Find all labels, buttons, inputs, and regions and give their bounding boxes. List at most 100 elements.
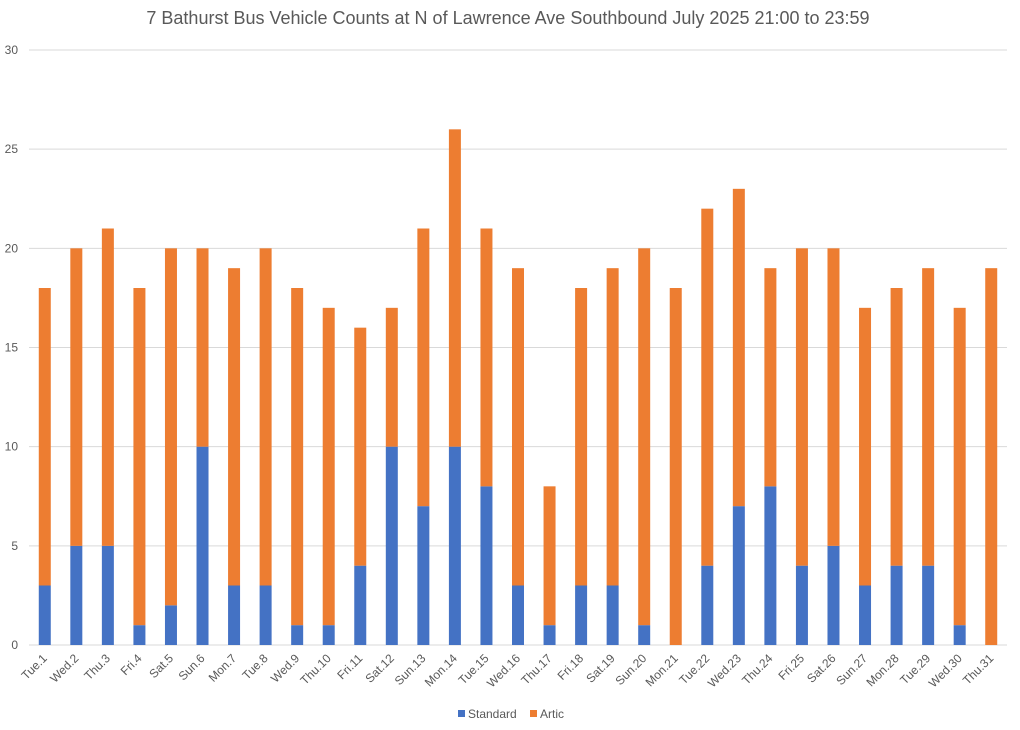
bar-standard-Mon.7 — [228, 585, 241, 645]
x-tick-label: Mon.14 — [422, 651, 460, 689]
bar-artic-Wed.23 — [732, 188, 745, 507]
x-tick-label: Tue.1 — [19, 651, 51, 683]
bar-standard-Fri.11 — [354, 565, 367, 645]
bar-artic-Fri.18 — [575, 288, 588, 586]
x-tick-label: Fri.25 — [775, 651, 807, 683]
x-tick-label: Thu.3 — [81, 651, 113, 683]
bar-artic-Thu.17 — [543, 486, 556, 626]
x-tick-label: Thu.24 — [739, 651, 776, 688]
x-tick-label: Sun.13 — [392, 651, 429, 688]
bar-artic-Thu.10 — [322, 307, 335, 626]
bar-standard-Thu.10 — [322, 625, 335, 645]
x-tick-label: Fri.4 — [118, 651, 145, 678]
bar-standard-Sat.5 — [164, 605, 177, 645]
bar-standard-Sun.20 — [638, 625, 651, 645]
bar-artic-Tue.29 — [922, 268, 935, 566]
legend-swatch-standard — [458, 710, 465, 717]
x-tick-label: Sat.5 — [146, 651, 176, 681]
x-tick-label: Sat.12 — [362, 651, 397, 686]
bar-artic-Sun.20 — [638, 248, 651, 626]
bar-artic-Mon.28 — [890, 288, 903, 566]
x-tick-label: Wed.23 — [705, 651, 744, 690]
x-tick-label: Mon.21 — [643, 651, 681, 689]
bar-artic-Tue.22 — [701, 208, 714, 566]
x-tick-label: Sun.20 — [613, 651, 650, 688]
bar-standard-Sun.6 — [196, 446, 209, 645]
x-tick-label: Mon.28 — [863, 651, 901, 689]
bar-standard-Thu.3 — [101, 545, 114, 645]
chart-title: 7 Bathurst Bus Vehicle Counts at N of La… — [146, 8, 869, 28]
legend: Standard Artic — [458, 707, 564, 721]
bar-standard-Wed.30 — [953, 625, 966, 645]
bar-standard-Wed.23 — [732, 506, 745, 645]
y-tick-label: 25 — [5, 142, 19, 156]
bar-artic-Fri.4 — [133, 288, 146, 626]
y-tick-label: 10 — [5, 440, 19, 454]
bars — [38, 129, 998, 645]
bar-standard-Sun.13 — [417, 506, 430, 645]
bar-standard-Sun.27 — [859, 585, 872, 645]
bar-standard-Wed.9 — [291, 625, 304, 645]
x-tick-label: Mon.7 — [206, 651, 240, 685]
legend-swatch-artic — [530, 710, 537, 717]
bar-standard-Tue.29 — [922, 565, 935, 645]
bar-artic-Sun.13 — [417, 228, 430, 507]
bar-artic-Sun.6 — [196, 248, 209, 447]
x-tick-label: Sun.27 — [833, 651, 870, 688]
x-tick-label: Sun.6 — [176, 651, 208, 683]
x-tick-label: Fri.18 — [555, 651, 587, 683]
x-tick-label: Sat.26 — [804, 651, 839, 686]
bar-artic-Tue.1 — [38, 288, 51, 586]
bar-artic-Sat.5 — [164, 248, 177, 606]
bar-standard-Thu.24 — [764, 486, 777, 645]
y-tick-label: 5 — [11, 539, 18, 553]
x-tick-label: Wed.30 — [926, 651, 965, 690]
y-tick-label: 15 — [5, 341, 19, 355]
bar-standard-Mon.14 — [448, 446, 461, 645]
bar-artic-Fri.25 — [795, 248, 808, 566]
bar-standard-Tue.15 — [480, 486, 493, 645]
x-tick-label: Thu.31 — [960, 651, 997, 688]
x-tick-label: Fri.11 — [334, 651, 365, 682]
bar-artic-Wed.9 — [291, 288, 304, 626]
bar-standard-Thu.17 — [543, 625, 556, 645]
bar-artic-Mon.7 — [228, 268, 241, 586]
bar-artic-Thu.31 — [985, 268, 998, 645]
bar-standard-Fri.4 — [133, 625, 146, 645]
x-tick-label: Wed.16 — [484, 651, 523, 690]
bar-standard-Sat.19 — [606, 585, 619, 645]
bar-artic-Mon.21 — [669, 288, 682, 645]
bar-artic-Tue.8 — [259, 248, 272, 586]
bar-artic-Sat.19 — [606, 268, 619, 586]
x-tick-label: Wed.9 — [268, 651, 303, 686]
bar-standard-Mon.28 — [890, 565, 903, 645]
x-tick-label: Sat.19 — [583, 651, 618, 686]
x-tick-label: Wed.2 — [47, 651, 82, 686]
bar-artic-Fri.11 — [354, 327, 367, 566]
bar-standard-Wed.16 — [512, 585, 524, 645]
y-tick-label: 20 — [5, 241, 19, 255]
legend-label-standard: Standard — [468, 707, 517, 721]
y-tick-label: 30 — [5, 43, 19, 57]
bar-artic-Sun.27 — [859, 307, 872, 586]
bar-standard-Sat.12 — [385, 446, 398, 645]
bar-artic-Thu.3 — [101, 228, 114, 546]
x-tick-label: Tue.8 — [239, 651, 271, 683]
bar-standard-Fri.18 — [575, 585, 588, 645]
bar-standard-Wed.2 — [70, 545, 83, 645]
bar-standard-Sat.26 — [827, 545, 840, 645]
bar-artic-Wed.30 — [953, 307, 966, 626]
bar-standard-Tue.1 — [38, 585, 51, 645]
x-tick-label: Thu.10 — [298, 651, 335, 688]
legend-label-artic: Artic — [540, 707, 564, 721]
x-tick-label: Thu.17 — [518, 651, 555, 688]
bar-standard-Tue.22 — [701, 565, 714, 645]
bar-artic-Mon.14 — [448, 129, 461, 447]
bar-artic-Thu.24 — [764, 268, 777, 487]
bar-standard-Fri.25 — [795, 565, 808, 645]
y-axis-ticks: 0 5 10 15 20 25 30 — [5, 43, 19, 652]
bar-artic-Tue.15 — [480, 228, 493, 487]
bar-artic-Wed.16 — [512, 268, 524, 586]
